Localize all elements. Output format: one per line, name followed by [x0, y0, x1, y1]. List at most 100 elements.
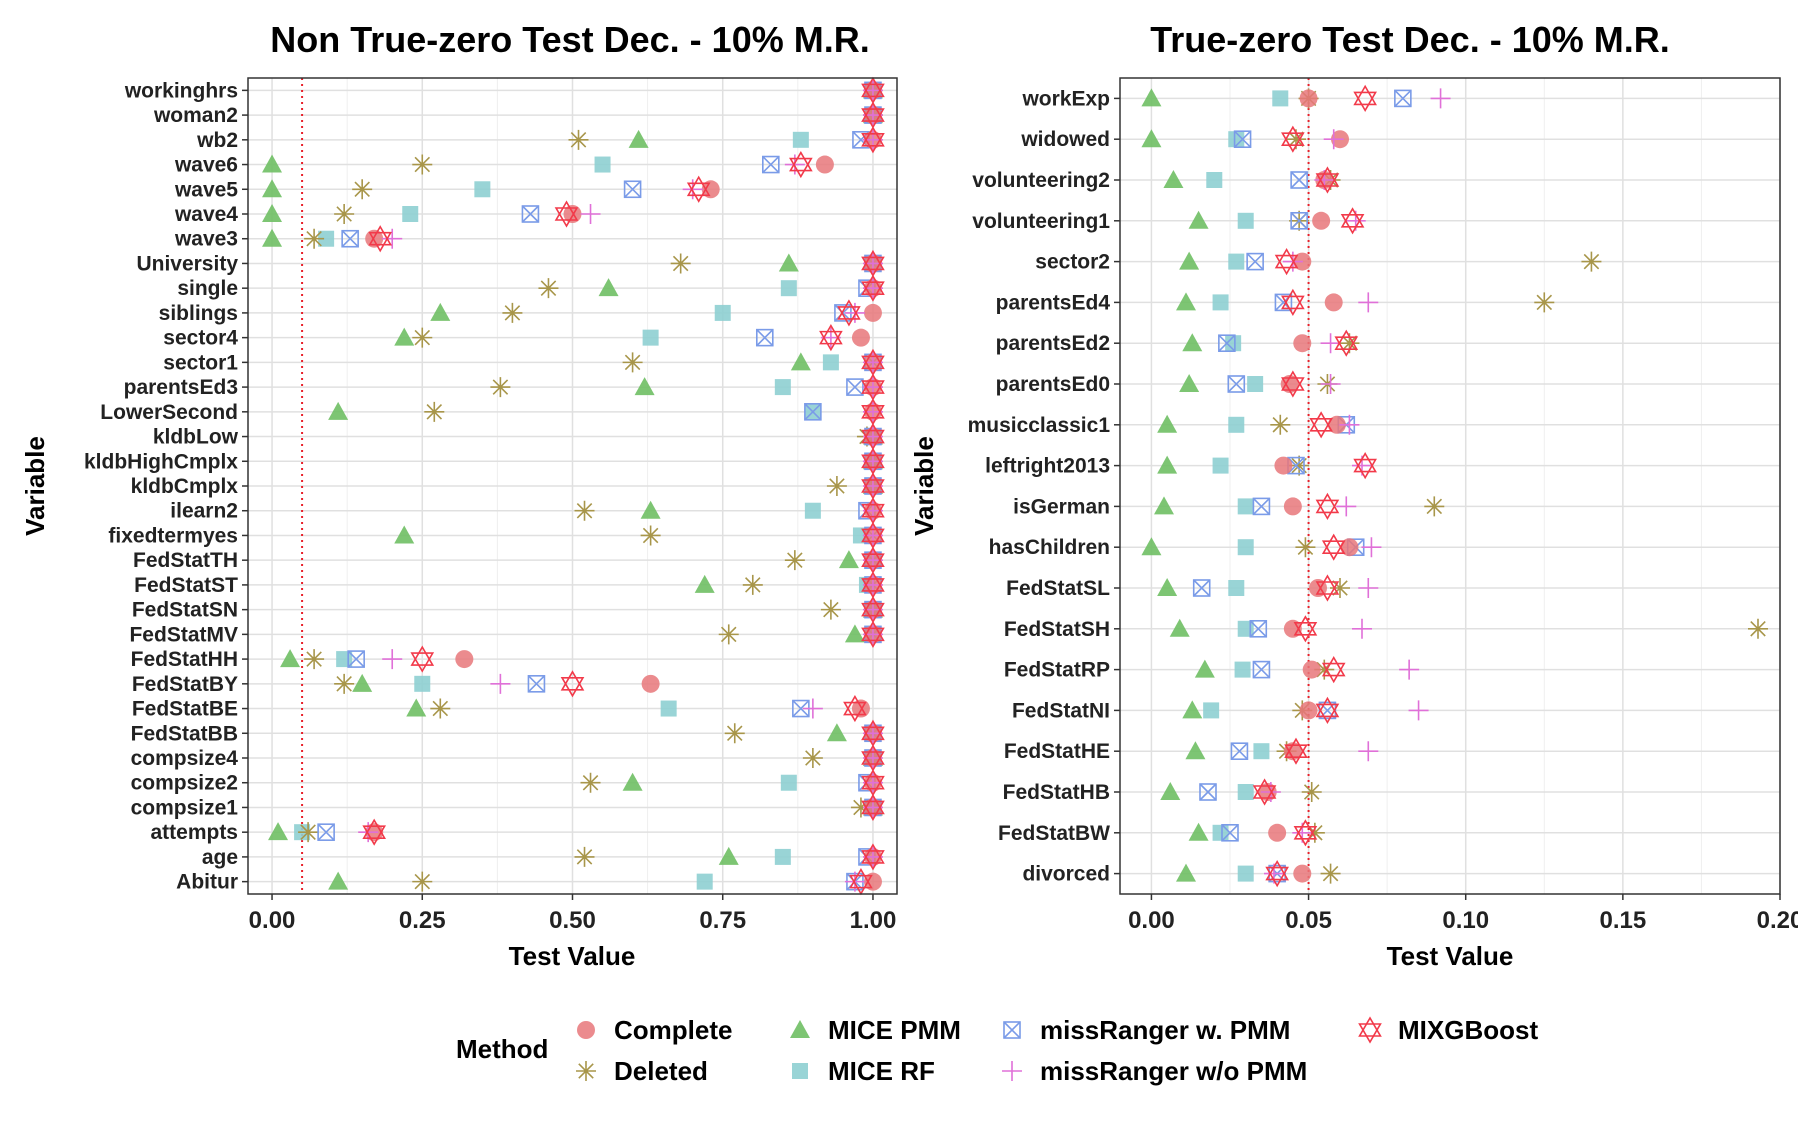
- data-point-mice-rf: [402, 206, 419, 222]
- data-point-complete: [1327, 415, 1346, 434]
- y-tick-labels: workExp widowed volunteering2 volunteering1…: [968, 87, 1120, 886]
- data-point-mice-pmm: [262, 228, 283, 247]
- data-point-complete: [1324, 293, 1343, 312]
- legend-key-complete: [577, 1021, 595, 1039]
- data-point-mice-rf: [1237, 212, 1254, 229]
- y-tick-label: volunteering1: [972, 210, 1110, 233]
- data-point-mixgboost: [1252, 778, 1277, 806]
- data-point-mice-pmm: [1141, 537, 1162, 556]
- y-tick-label: FedStatSH: [1004, 618, 1110, 641]
- data-point-missranger-wo-pmm: [490, 673, 511, 694]
- data-point-complete: [1302, 660, 1321, 679]
- y-tick-label: FedStatBY: [132, 673, 238, 696]
- data-point-mice-rf: [1228, 416, 1245, 433]
- data-point-missranger-pmm: [1249, 619, 1268, 638]
- y-tick-label: leftright2013: [985, 455, 1110, 478]
- data-point-mice-pmm: [280, 649, 301, 668]
- legend: Method Complete Deleted MICE PMM MICE RF mis…: [456, 1015, 1538, 1086]
- y-tick-label: parentsEd3: [124, 376, 238, 399]
- data-point-mice-rf: [780, 280, 797, 297]
- y-tick-label: musicclassic1: [968, 414, 1111, 437]
- data-point-deleted: [412, 154, 433, 175]
- data-point-mice-pmm: [1179, 251, 1200, 270]
- legend-item-mice-rf: MICE RF: [792, 1056, 935, 1086]
- data-point-mice-pmm: [1194, 659, 1215, 678]
- y-tick-label: workExp: [1021, 87, 1110, 110]
- data-point-complete: [1293, 334, 1312, 353]
- data-point-mice-pmm: [352, 673, 373, 692]
- data-point-deleted: [580, 772, 601, 793]
- data-point-missranger-wo-pmm: [580, 204, 601, 224]
- data-point-mixgboost: [1284, 737, 1308, 765]
- data-point-deleted: [1424, 496, 1445, 517]
- data-point-complete: [1268, 823, 1287, 842]
- legend-label: Deleted: [614, 1056, 708, 1086]
- data-point-missranger-pmm: [1246, 252, 1264, 271]
- y-tick-label: isGerman: [1013, 495, 1110, 518]
- data-point-mice-rf: [1237, 784, 1254, 800]
- data-point-mice-rf: [774, 848, 791, 865]
- data-point-missranger-pmm: [623, 180, 642, 199]
- data-point-mixgboost: [861, 546, 885, 574]
- data-point-mixgboost: [1321, 533, 1346, 561]
- data-point-complete: [641, 674, 660, 693]
- data-point-mixgboost: [861, 620, 885, 648]
- data-point-deleted: [802, 748, 823, 768]
- y-tick-label: sector2: [1035, 251, 1110, 274]
- data-point-complete: [815, 155, 834, 174]
- y-tick-label: compsize1: [131, 796, 239, 819]
- y-tick-label: parentsEd4: [996, 291, 1111, 314]
- legend-label: MICE RF: [828, 1056, 935, 1086]
- data-point-deleted: [742, 574, 763, 595]
- data-point-mixgboost: [1309, 411, 1333, 439]
- data-point-mixgboost: [1293, 615, 1318, 643]
- data-point-mice-pmm: [1157, 414, 1178, 433]
- legend-key-mice-rf: [792, 1063, 808, 1079]
- data-point-complete: [1299, 701, 1318, 720]
- x-tick-label: 0.05: [1285, 907, 1332, 934]
- data-point-deleted: [430, 698, 451, 719]
- y-tick-label: FedStatMV: [129, 623, 238, 646]
- legend-key-deleted: [576, 1061, 596, 1081]
- data-point-missranger-pmm: [846, 378, 864, 396]
- plot-area: [1120, 78, 1780, 894]
- y-tick-label: volunteering2: [972, 169, 1110, 192]
- data-point-deleted: [1286, 129, 1306, 150]
- y-tick-label: FedStatRP: [1004, 659, 1110, 682]
- data-point-mice-pmm: [1154, 496, 1174, 515]
- data-point-complete: [1293, 864, 1312, 883]
- legend-item-missranger-pmm: missRanger w. PMM: [1003, 1015, 1290, 1045]
- data-point-mice-rf: [792, 131, 809, 148]
- y-axis-label: Variable: [909, 436, 939, 536]
- y-tick-label: LowerSecond: [100, 401, 238, 424]
- data-point-complete: [1280, 375, 1299, 393]
- data-point-mixgboost: [861, 497, 885, 525]
- data-point-mice-pmm: [268, 822, 289, 841]
- data-point-missranger-wo-pmm: [382, 228, 403, 249]
- y-tick-label: FedStatBE: [132, 698, 238, 721]
- data-point-missranger-pmm: [1230, 742, 1249, 761]
- y-tick-label: FedStatST: [134, 574, 238, 597]
- data-point-mice-rf: [474, 181, 491, 198]
- data-point-mice-pmm: [262, 154, 283, 173]
- data-point-mice-rf: [780, 774, 797, 791]
- data-point-deleted: [304, 649, 325, 670]
- data-point-complete: [1283, 619, 1302, 638]
- data-point-mixgboost: [410, 645, 435, 673]
- data-point-missranger-pmm: [1394, 89, 1412, 108]
- data-point-mice-pmm: [1160, 782, 1181, 800]
- data-point-mixgboost: [861, 274, 885, 302]
- data-point-mice-rf: [1247, 376, 1264, 392]
- data-point-mixgboost: [843, 694, 867, 723]
- y-tick-label: kldbLow: [153, 426, 239, 449]
- data-point-missranger-pmm: [1192, 579, 1211, 597]
- data-point-mixgboost: [849, 868, 873, 896]
- data-point-mixgboost: [861, 422, 885, 451]
- data-point-complete: [563, 205, 582, 223]
- y-tick-label: hasChildren: [989, 536, 1110, 559]
- data-point-mixgboost: [560, 670, 585, 698]
- data-point-mice-rf: [1212, 824, 1229, 841]
- data-point-missranger-pmm: [1290, 171, 1308, 189]
- data-point-mixgboost: [861, 373, 885, 401]
